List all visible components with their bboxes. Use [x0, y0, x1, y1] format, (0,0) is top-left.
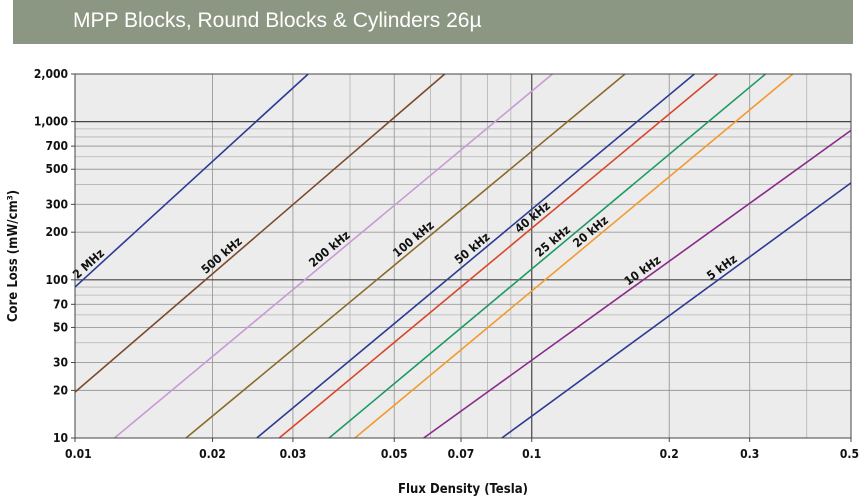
series-line-5-khz — [501, 182, 852, 439]
y-tick-label: 10 — [53, 431, 68, 445]
series-line-100-khz — [185, 73, 626, 439]
y-tick-label: 1,000 — [34, 115, 68, 129]
y-axis-label: Core Loss (mW/cm³) — [6, 190, 21, 322]
series-line-50-khz — [256, 73, 695, 439]
series-line-20-khz — [354, 73, 794, 439]
y-tick-label: 70 — [53, 297, 68, 311]
x-axis-label: Flux Density (Tesla) — [398, 482, 528, 497]
y-tick-label: 200 — [45, 225, 68, 239]
y-tick-label: 700 — [45, 139, 68, 153]
y-tick-labels: 10 20 30 50 70 100 200 300 500 700 1,000 2,000 — [34, 67, 75, 445]
x-tick-label: 0.02 — [199, 447, 226, 461]
y-tick-label: 20 — [53, 383, 68, 397]
series-line-500-khz — [74, 73, 446, 393]
y-tick-label: 500 — [45, 162, 68, 176]
y-tick-label: 100 — [45, 273, 68, 287]
chart-title: MPP Blocks, Round Blocks & Cylinders 26µ — [73, 9, 482, 32]
y-tick-label: 2,000 — [34, 67, 68, 81]
x-tick-label: 0.5 — [840, 447, 859, 461]
y-tick-label: 300 — [45, 197, 68, 211]
plot-border — [74, 73, 852, 439]
x-tick-label: 0.03 — [280, 447, 307, 461]
x-tick-label: 0.01 — [65, 447, 92, 461]
x-tick-label: 0.07 — [448, 447, 475, 461]
plot-area — [75, 74, 851, 438]
chart-header-bar: MPP Blocks, Round Blocks & Cylinders 26µ — [13, 0, 853, 44]
y-tick-label: 30 — [53, 356, 68, 370]
series-line-2-mhz — [74, 73, 309, 288]
series-line-25-khz — [328, 73, 767, 439]
x-tick-label: 0.05 — [381, 447, 408, 461]
x-tick-label: 0.2 — [660, 447, 679, 461]
y-tick-label: 50 — [53, 320, 68, 334]
series-line-40-khz — [278, 73, 718, 439]
series-line-200-khz — [113, 73, 553, 439]
x-tick-labels: 0.01 0.02 0.03 0.05 0.07 0.1 0.2 0.3 0.5 — [65, 438, 859, 461]
series-line-10-khz — [423, 129, 852, 439]
x-tick-label: 0.3 — [740, 447, 759, 461]
x-tick-label: 0.1 — [522, 447, 541, 461]
